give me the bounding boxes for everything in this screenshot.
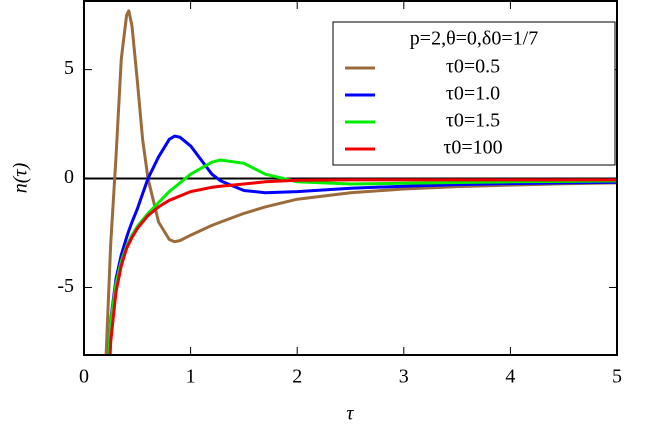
y-tick-label: 0	[64, 166, 74, 188]
series-line	[108, 178, 617, 355]
x-tick-label: 5	[612, 366, 622, 388]
series-line	[104, 9, 617, 355]
series-line	[107, 158, 617, 355]
series-line	[107, 134, 617, 355]
legend-title: p=2,θ=0,δ0=1/7	[410, 28, 538, 50]
legend-label: τ0=1.5	[446, 110, 500, 132]
plot-frame	[83, 0, 618, 356]
y-tick-label: 5	[64, 57, 74, 79]
x-tick-label: 4	[505, 366, 515, 388]
y-tick-label: -5	[57, 275, 74, 297]
y-axis-label: n(τ)	[10, 162, 32, 193]
x-axis-label: τ	[346, 403, 354, 425]
legend-label: τ0=100	[443, 137, 502, 159]
x-tick-label: 0	[79, 366, 89, 388]
x-tick-label: 2	[292, 366, 302, 388]
legend-label: τ0=1.0	[446, 83, 500, 105]
x-tick-label: 3	[399, 366, 409, 388]
plot-area	[104, 9, 617, 355]
legend-box	[332, 21, 616, 166]
legend-label: τ0=0.5	[446, 56, 500, 78]
x-tick-label: 1	[186, 366, 196, 388]
